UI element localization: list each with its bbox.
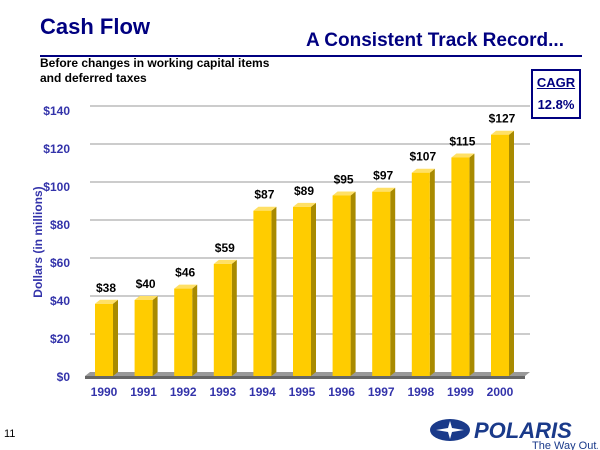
title-rule: [40, 55, 582, 57]
y-tick-label: $100: [43, 180, 70, 194]
data-label: $95: [334, 173, 354, 187]
y-tick-label: $140: [43, 104, 70, 118]
cagr-label: CAGR: [536, 75, 576, 90]
logo-text: POLARIS: [474, 418, 572, 443]
bar-side: [311, 202, 316, 376]
y-tick-label: $0: [57, 370, 71, 384]
bar-top: [293, 202, 316, 207]
data-label: $38: [96, 281, 116, 295]
page-subtitle: A Consistent Track Record...: [306, 30, 564, 51]
x-tick-label: 1993: [209, 385, 236, 399]
bar-top: [95, 299, 118, 304]
chart-note: Before changes in working capital items …: [40, 56, 270, 85]
data-label: $46: [175, 266, 195, 280]
page-number: 11: [4, 428, 16, 440]
bar: [134, 300, 153, 376]
data-label: $107: [409, 150, 436, 164]
x-tick-label: 1997: [368, 385, 395, 399]
y-tick-label: $20: [50, 332, 70, 346]
x-tick-label: 1996: [328, 385, 355, 399]
bar-side: [509, 130, 514, 376]
page-title: Cash Flow: [40, 14, 151, 39]
bar-top: [332, 191, 356, 196]
cagr-box: CAGR 12.8%: [531, 69, 581, 119]
bar-side: [113, 299, 118, 376]
bar-top: [411, 168, 435, 173]
bar-side: [231, 259, 237, 376]
x-tick-label: 1999: [447, 385, 474, 399]
cagr-value: 12.8%: [537, 97, 575, 112]
x-tick-label: 1992: [170, 385, 197, 399]
data-label: $127: [489, 112, 516, 126]
bar: [411, 172, 430, 376]
x-tick-label: 1995: [289, 385, 316, 399]
bar-side: [350, 191, 356, 376]
polaris-logo: POLARIS The Way Out.: [430, 418, 598, 450]
bar-side: [469, 153, 475, 376]
bar: [293, 206, 311, 376]
logo-tagline: The Way Out.: [532, 440, 598, 450]
star-icon: [436, 421, 464, 439]
x-tick-label: 2000: [487, 385, 514, 399]
bar: [372, 191, 391, 376]
x-tick-label: 1994: [249, 385, 276, 399]
bar: [95, 303, 113, 376]
bar-side: [271, 206, 277, 376]
y-tick-label: $40: [50, 294, 70, 308]
bar: [491, 134, 509, 376]
bar-side: [390, 187, 396, 376]
y-tick-label: $60: [50, 256, 70, 270]
bar: [174, 288, 193, 376]
bar: [332, 195, 351, 376]
bar-top: [372, 187, 396, 192]
bar-top: [174, 284, 198, 289]
bar: [213, 263, 232, 376]
chart-floor-edge: [85, 376, 525, 379]
data-label: $97: [373, 169, 393, 183]
data-label: $59: [215, 241, 235, 255]
bar-side: [192, 284, 198, 376]
bar-side: [429, 168, 435, 376]
x-tick-label: 1998: [407, 385, 434, 399]
bar-top: [491, 130, 514, 135]
x-tick-label: 1990: [91, 385, 118, 399]
data-label: $87: [254, 188, 274, 202]
bar-top: [134, 296, 158, 300]
y-tick-label: $80: [50, 218, 70, 232]
bar-top: [451, 153, 475, 158]
bar: [253, 210, 272, 376]
bar-top: [253, 206, 277, 211]
y-tick-label: $120: [43, 142, 70, 156]
x-tick-label: 1991: [130, 385, 157, 399]
bar: [451, 157, 470, 376]
data-label: $115: [449, 135, 475, 149]
data-label: $40: [136, 277, 156, 291]
bar-side: [152, 296, 158, 376]
bar-top: [213, 259, 237, 264]
data-label: $89: [294, 184, 314, 198]
